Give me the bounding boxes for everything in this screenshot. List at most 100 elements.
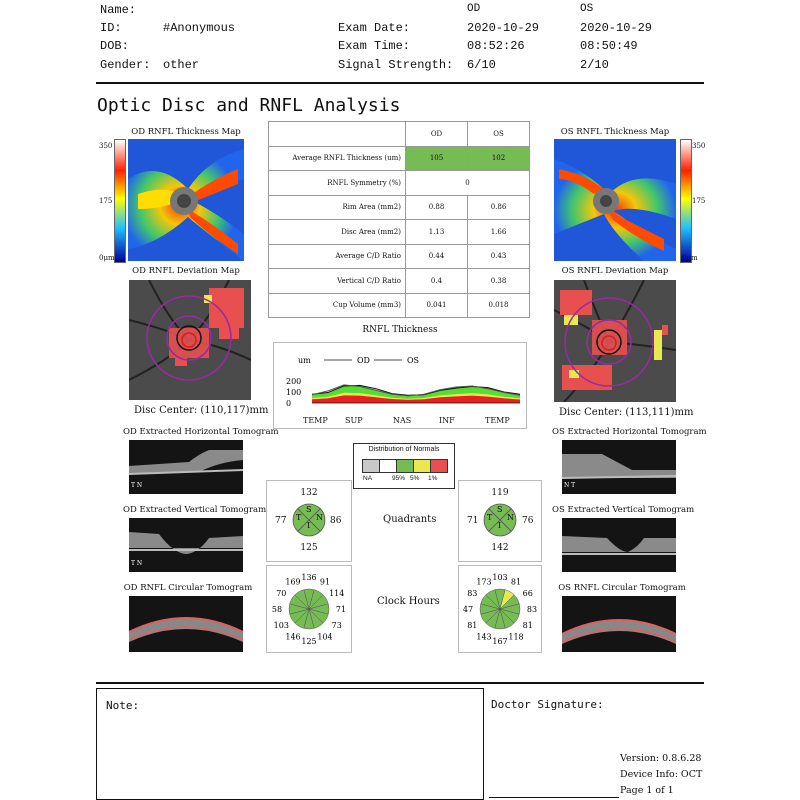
os-quad-bottom: 142: [491, 543, 509, 553]
normals-band-yellow: [312, 392, 520, 400]
y-axis-label: um: [298, 356, 311, 365]
od-eye-header: OD: [467, 3, 481, 15]
table-row: Disc Area (mm2) 1.13 1.66: [268, 219, 530, 245]
od-quad-letter-i: I: [307, 521, 311, 530]
clock-hour-value: 73: [332, 621, 342, 630]
clock-hour-value: 71: [336, 605, 346, 614]
metric-label: Average RNFL Thickness (um): [268, 145, 406, 171]
os-vertical-title: OS Extracted Vertical Tomogram: [552, 505, 695, 515]
normals-legend: Distribution of Normals NA 95% 5% 1%: [353, 443, 455, 489]
legend-swatch-5: [396, 459, 414, 473]
gender-value: other: [163, 58, 200, 72]
metric-label: Disc Area (mm2): [268, 219, 406, 245]
clock-hour-value: 47: [463, 605, 473, 614]
od-deviation-map: [129, 280, 251, 400]
clock-hour-value: 83: [467, 589, 477, 598]
clock-sector: [294, 589, 310, 610]
version-info: Version: 0.8.6.28: [620, 753, 702, 764]
metric-label: Cup Volume (mm3): [268, 292, 406, 318]
od-disc-center: Disc Center: (110,117)mm: [134, 405, 269, 416]
clock-hour-value: 173: [476, 577, 491, 586]
table-row: Vertical C/D Ratio 0.4 0.38: [268, 268, 530, 294]
id-label: ID:: [100, 21, 122, 35]
clock-hour-value: 81: [511, 577, 521, 586]
os-thickness-map-title: OS RNFL Thickness Map: [560, 127, 670, 137]
legend-label: 95%: [392, 475, 406, 482]
clock-hour-value: 104: [317, 633, 332, 642]
od-v-orientation: T N: [131, 560, 143, 567]
signature-line: [489, 797, 619, 798]
legend-label: NA: [363, 475, 373, 482]
clock-hour-value: 143: [476, 633, 491, 642]
od-quadrants-panel: 132 77 86 125 S T N I: [266, 480, 352, 562]
os-horizontal-title: OS Extracted Horizontal Tomogram: [552, 427, 707, 437]
metric-od-value: 1.13: [405, 219, 468, 245]
od-quadrant-circle: [292, 503, 326, 537]
metric-os-value: 0.018: [467, 292, 530, 318]
note-box[interactable]: Note:: [96, 688, 484, 800]
od-scale-mid: 175: [99, 197, 113, 205]
legend-swatch-red: [430, 459, 448, 473]
os-quad-right: 76: [522, 516, 534, 526]
chart-title: RNFL Thickness: [362, 325, 438, 335]
normals-band-green: [312, 385, 520, 400]
od-quad-letter-s: S: [306, 505, 312, 514]
metric-od-value: 0.88: [405, 194, 468, 220]
exam-date-label: Exam Date:: [338, 21, 411, 35]
os-color-scale: [680, 139, 692, 263]
od-vertical-tomogram: T N: [129, 518, 243, 572]
clock-hour-value: 58: [272, 605, 282, 614]
os-signal: 2/10: [580, 58, 609, 72]
os-deviation-map: [554, 280, 676, 402]
os-quadrant-circle: [483, 503, 517, 537]
table-row: Rim Area (mm2) 0.88 0.86: [268, 194, 530, 220]
clock-hour-value: 91: [320, 577, 330, 586]
metric-os-value: 102: [467, 145, 530, 171]
metric-os-value: 0.86: [467, 194, 530, 220]
clock-hour-value: 66: [523, 589, 533, 598]
exam-time-label: Exam Time:: [338, 39, 411, 53]
metric-od-value: 0.041: [405, 292, 468, 318]
od-clock-panel: 136 91 114 71 73 104 125 146 103 58 70 169: [266, 565, 352, 653]
os-disc-center: Disc Center: (113,111)mm: [559, 407, 694, 418]
clock-hour-value: 167: [492, 637, 507, 646]
os-clock-panel: 103 81 66 83 81 118 167 143 81 47 83 173: [458, 565, 542, 653]
table-row: Average RNFL Thickness (um) 105 102: [268, 145, 530, 171]
note-label: Note:: [106, 699, 140, 712]
legend-od-label: OD: [357, 356, 370, 365]
clock-hour-value: 81: [523, 621, 533, 630]
legend-swatch-95: [379, 459, 397, 473]
od-quad-letter-t: T: [296, 513, 302, 522]
clock-hour-value: 118: [508, 633, 523, 642]
od-quad-left: 77: [275, 516, 287, 526]
clock-hour-value: 146: [285, 633, 300, 642]
x-tick-row: TEMP SUP NAS INF TEMP: [273, 414, 525, 428]
page-number: Page 1 of 1: [620, 785, 674, 796]
od-circular-title: OD RNFL Circular Tomogram: [123, 583, 253, 593]
metrics-col-os: OS: [467, 121, 530, 147]
clock-hour-value: 114: [329, 589, 344, 598]
os-thickness-map: [554, 139, 676, 261]
os-horizontal-tomogram: N T: [562, 440, 676, 494]
metric-od-value: 0.4: [405, 268, 468, 294]
os-exam-date: 2020-10-29: [580, 21, 653, 35]
os-scale-top: 350: [692, 142, 706, 150]
os-quad-left: 71: [467, 516, 479, 526]
clock-hour-value: 83: [527, 605, 537, 614]
os-circular-title: OS RNFL Circular Tomogram: [558, 583, 686, 593]
rnfl-thickness-chart: um OD OS 200 100 0: [273, 342, 527, 429]
y-tick-label: 100: [286, 388, 301, 397]
od-thickness-map-title: OD RNFL Thickness Map: [131, 127, 241, 137]
legend-os-label: OS: [407, 356, 419, 365]
series-line-os: [311, 384, 521, 397]
od-exam-date: 2020-10-29: [467, 21, 540, 35]
legend-label: 1%: [428, 475, 438, 482]
os-circular-tomogram: [562, 596, 676, 652]
legend-swatch-na: [362, 459, 380, 473]
metric-os-value: 1.66: [467, 219, 530, 245]
os-quadrants-panel: 119 71 76 142 S T N I: [458, 480, 542, 562]
metric-os-value: 0.38: [467, 268, 530, 294]
metric-label: Rim Area (mm2): [268, 194, 406, 220]
od-quad-bottom: 125: [300, 543, 318, 553]
os-scale-bottom: 0μm: [682, 254, 698, 262]
